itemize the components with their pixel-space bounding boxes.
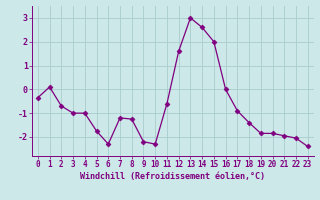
X-axis label: Windchill (Refroidissement éolien,°C): Windchill (Refroidissement éolien,°C) bbox=[80, 172, 265, 181]
